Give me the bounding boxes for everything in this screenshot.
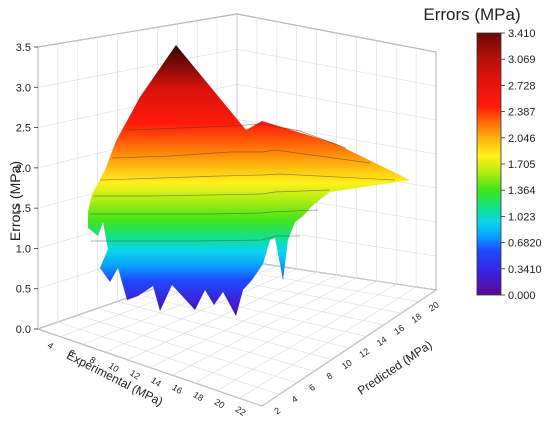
z-tick-label: 3.5 [16, 42, 31, 54]
x-tick-label: 14 [149, 375, 163, 389]
y-tick-label: 14 [375, 334, 389, 348]
z-tick-label: 1.5 [16, 203, 31, 215]
z-tick-label: 1.0 [16, 243, 31, 255]
error-surface [88, 45, 410, 316]
colorbar-tick-label: 0.000 [508, 290, 536, 302]
z-tick-label: 2.0 [16, 163, 31, 175]
y-tick-label: 12 [357, 346, 371, 360]
x-tick-label: 20 [213, 397, 227, 411]
y-tick-label: 20 [427, 300, 441, 314]
colorbar-tick-label: 3.069 [508, 54, 536, 66]
contour-line [93, 189, 331, 197]
x-tick-label: 6 [67, 347, 77, 358]
z-axis-title: Errors (MPa) [7, 161, 23, 241]
contour-line [90, 209, 319, 215]
y-tick-label: 16 [392, 323, 406, 337]
x-tick-label: 8 [88, 355, 98, 366]
x-tick-label: 12 [128, 368, 142, 382]
y-tick-label: 18 [410, 311, 424, 325]
z-axis-ticks: 0.0 0.5 1.0 1.5 2.0 2.5 3.0 3.5 [16, 42, 38, 336]
colorbar [476, 32, 502, 296]
z-tick-label: 2.5 [16, 123, 31, 135]
colorbar-tick-label: 1.705 [508, 159, 536, 171]
x-tick-label: 18 [191, 389, 205, 403]
legend-title: Errors (MPa) [423, 5, 520, 24]
y-tick-label: 10 [340, 358, 354, 372]
colorbar-tick-label: 1.364 [508, 185, 536, 197]
contour-line [99, 173, 396, 181]
colorbar-tick-label: 0.6820 [508, 238, 542, 250]
y-tick-label: 4 [290, 394, 300, 405]
y-tick-label: 8 [325, 371, 335, 382]
colorbar-tick-label: 1.023 [508, 211, 536, 223]
colorbar-ticks: 0.000 0.3410 0.6820 1.023 1.364 1.705 2.046 2.3… [501, 28, 542, 302]
z-tick-label: 0.0 [16, 324, 31, 336]
y-axis-title: Predicted (MPa) [355, 338, 435, 398]
contour-lines [90, 123, 396, 242]
contour-line [127, 123, 347, 149]
x-tick-label: 16 [170, 382, 184, 396]
colorbar-tick-label: 2.728 [508, 80, 536, 92]
z-tick-label: 0.5 [16, 284, 31, 296]
y-tick-label: 2 [272, 405, 282, 416]
x-tick-label: 10 [107, 360, 121, 374]
surface-fill [88, 45, 410, 316]
contour-line [91, 235, 300, 242]
x-axis-ticks: 468 10 12 14 16 18 20 22 [46, 340, 248, 418]
colorbar-tick-label: 3.410 [508, 28, 536, 40]
colorbar-tick-label: 0.3410 [508, 264, 542, 276]
colorbar-tick-label: 2.387 [508, 107, 536, 119]
z-tick-label: 3.0 [16, 82, 31, 94]
colorbar-tick-label: 2.046 [508, 133, 536, 145]
y-tick-label: 6 [307, 382, 317, 393]
x-tick-label: 22 [234, 404, 248, 418]
x-tick-label: 4 [46, 340, 56, 351]
contour-line [111, 149, 371, 164]
